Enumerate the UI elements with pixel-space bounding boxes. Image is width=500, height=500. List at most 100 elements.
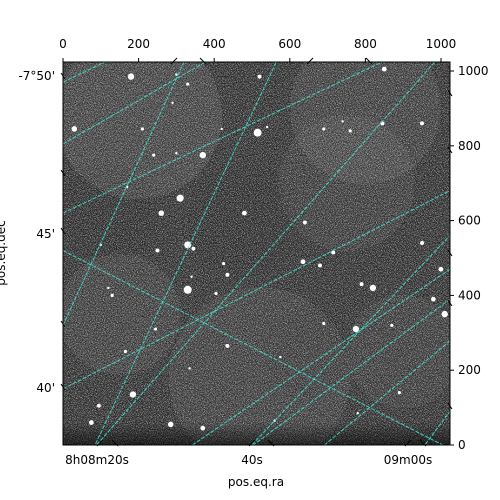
grid-line — [323, 340, 450, 445]
right-pixel-axis: 0 200 400 600 800 1000 — [450, 64, 489, 452]
star — [191, 246, 196, 251]
right-axis-tick-label: 400 — [458, 288, 481, 302]
star — [381, 66, 387, 72]
top-axis-tick: 400 — [203, 37, 226, 62]
star — [225, 343, 230, 348]
star — [140, 127, 144, 131]
star — [190, 275, 193, 278]
star — [184, 241, 192, 249]
star — [123, 349, 127, 354]
coordinate-grid — [63, 62, 450, 445]
top-axis-tick-label: 1000 — [426, 37, 457, 51]
ra-tick-label: 8h08m20s — [65, 453, 129, 467]
grid-line — [424, 411, 450, 445]
star — [322, 127, 326, 131]
star — [390, 323, 394, 327]
star — [199, 151, 207, 159]
star — [152, 153, 156, 157]
right-axis-tick: 600 — [450, 214, 481, 228]
star — [322, 321, 326, 326]
world-grid-edge-ticks — [60, 57, 453, 447]
grid-line — [63, 62, 207, 145]
right-axis-tick: 1000 — [450, 64, 489, 78]
star — [253, 128, 262, 137]
star — [257, 74, 262, 79]
star — [352, 325, 360, 333]
star — [430, 296, 436, 302]
grid-line — [251, 235, 450, 445]
star — [242, 210, 247, 216]
star — [220, 127, 223, 131]
dec-tick-label: -7°50' — [18, 69, 55, 83]
star — [200, 425, 206, 431]
star — [129, 391, 137, 398]
top-axis-tick: 1000 — [426, 37, 457, 62]
dec-tick-label: 45' — [36, 227, 55, 241]
grid-line — [63, 62, 185, 326]
grid-line — [63, 62, 107, 83]
star — [96, 403, 101, 408]
top-axis-tick: 0 — [59, 37, 67, 62]
top-axis-tick: 600 — [278, 37, 301, 62]
image-panel — [62, 61, 451, 446]
right-axis-tick: 0 — [450, 438, 466, 452]
image-noise-dark — [63, 62, 450, 445]
star — [110, 293, 114, 297]
right-axis-tick: 200 — [450, 363, 481, 377]
image-edge-darkening — [63, 422, 450, 445]
top-axis-tick-label: 800 — [354, 37, 377, 51]
grid-line — [252, 298, 450, 445]
star — [348, 129, 352, 133]
stars — [71, 66, 448, 431]
right-axis-tick: 800 — [450, 139, 481, 153]
star — [369, 284, 377, 292]
star — [300, 259, 306, 265]
x-axis-title: pos.eq.ra — [228, 475, 284, 489]
right-axis-tick: 400 — [450, 288, 481, 302]
star — [175, 152, 178, 155]
star — [420, 241, 425, 246]
star — [71, 126, 78, 132]
star — [265, 125, 269, 129]
star — [397, 391, 401, 395]
dec-axis: -7°50' 45' 40' pos.eq.dec — [0, 69, 55, 395]
dec-tick-label: 40' — [36, 381, 55, 395]
top-axis-tick-label: 600 — [278, 37, 301, 51]
star — [171, 101, 174, 104]
y-axis-title: pos.eq.dec — [0, 220, 8, 285]
star — [341, 120, 344, 123]
star — [186, 82, 190, 86]
star — [158, 210, 165, 216]
star — [214, 291, 218, 296]
grid-line — [191, 268, 450, 445]
star — [279, 355, 282, 359]
star — [420, 121, 425, 126]
star — [154, 327, 158, 331]
top-pixel-axis: 0 200 400 600 800 1000 — [59, 37, 456, 62]
right-axis-tick-label: 200 — [458, 363, 481, 377]
star — [175, 73, 178, 76]
star — [183, 285, 192, 294]
star — [318, 263, 322, 268]
right-axis-tick-label: 800 — [458, 139, 481, 153]
ra-axis: 8h08m20s 40s 09m00s pos.eq.ra — [65, 453, 432, 489]
grid-line — [63, 190, 450, 390]
star — [155, 248, 160, 253]
ra-tick-label: 40s — [241, 453, 263, 467]
top-axis-tick-label: 0 — [59, 37, 67, 51]
star — [359, 282, 364, 287]
star — [441, 310, 448, 318]
star — [176, 194, 184, 202]
grid-line — [63, 250, 444, 445]
right-axis-tick-label: 1000 — [458, 64, 489, 78]
top-axis-tick-label: 400 — [203, 37, 226, 51]
star — [356, 412, 359, 415]
grid-line — [95, 62, 436, 445]
right-axis-tick-label: 600 — [458, 214, 481, 228]
top-axis-tick: 800 — [354, 37, 377, 62]
ra-tick-label: 09m00s — [384, 453, 432, 467]
star — [222, 262, 226, 266]
star — [107, 286, 110, 290]
top-axis-tick-label: 200 — [127, 37, 150, 51]
